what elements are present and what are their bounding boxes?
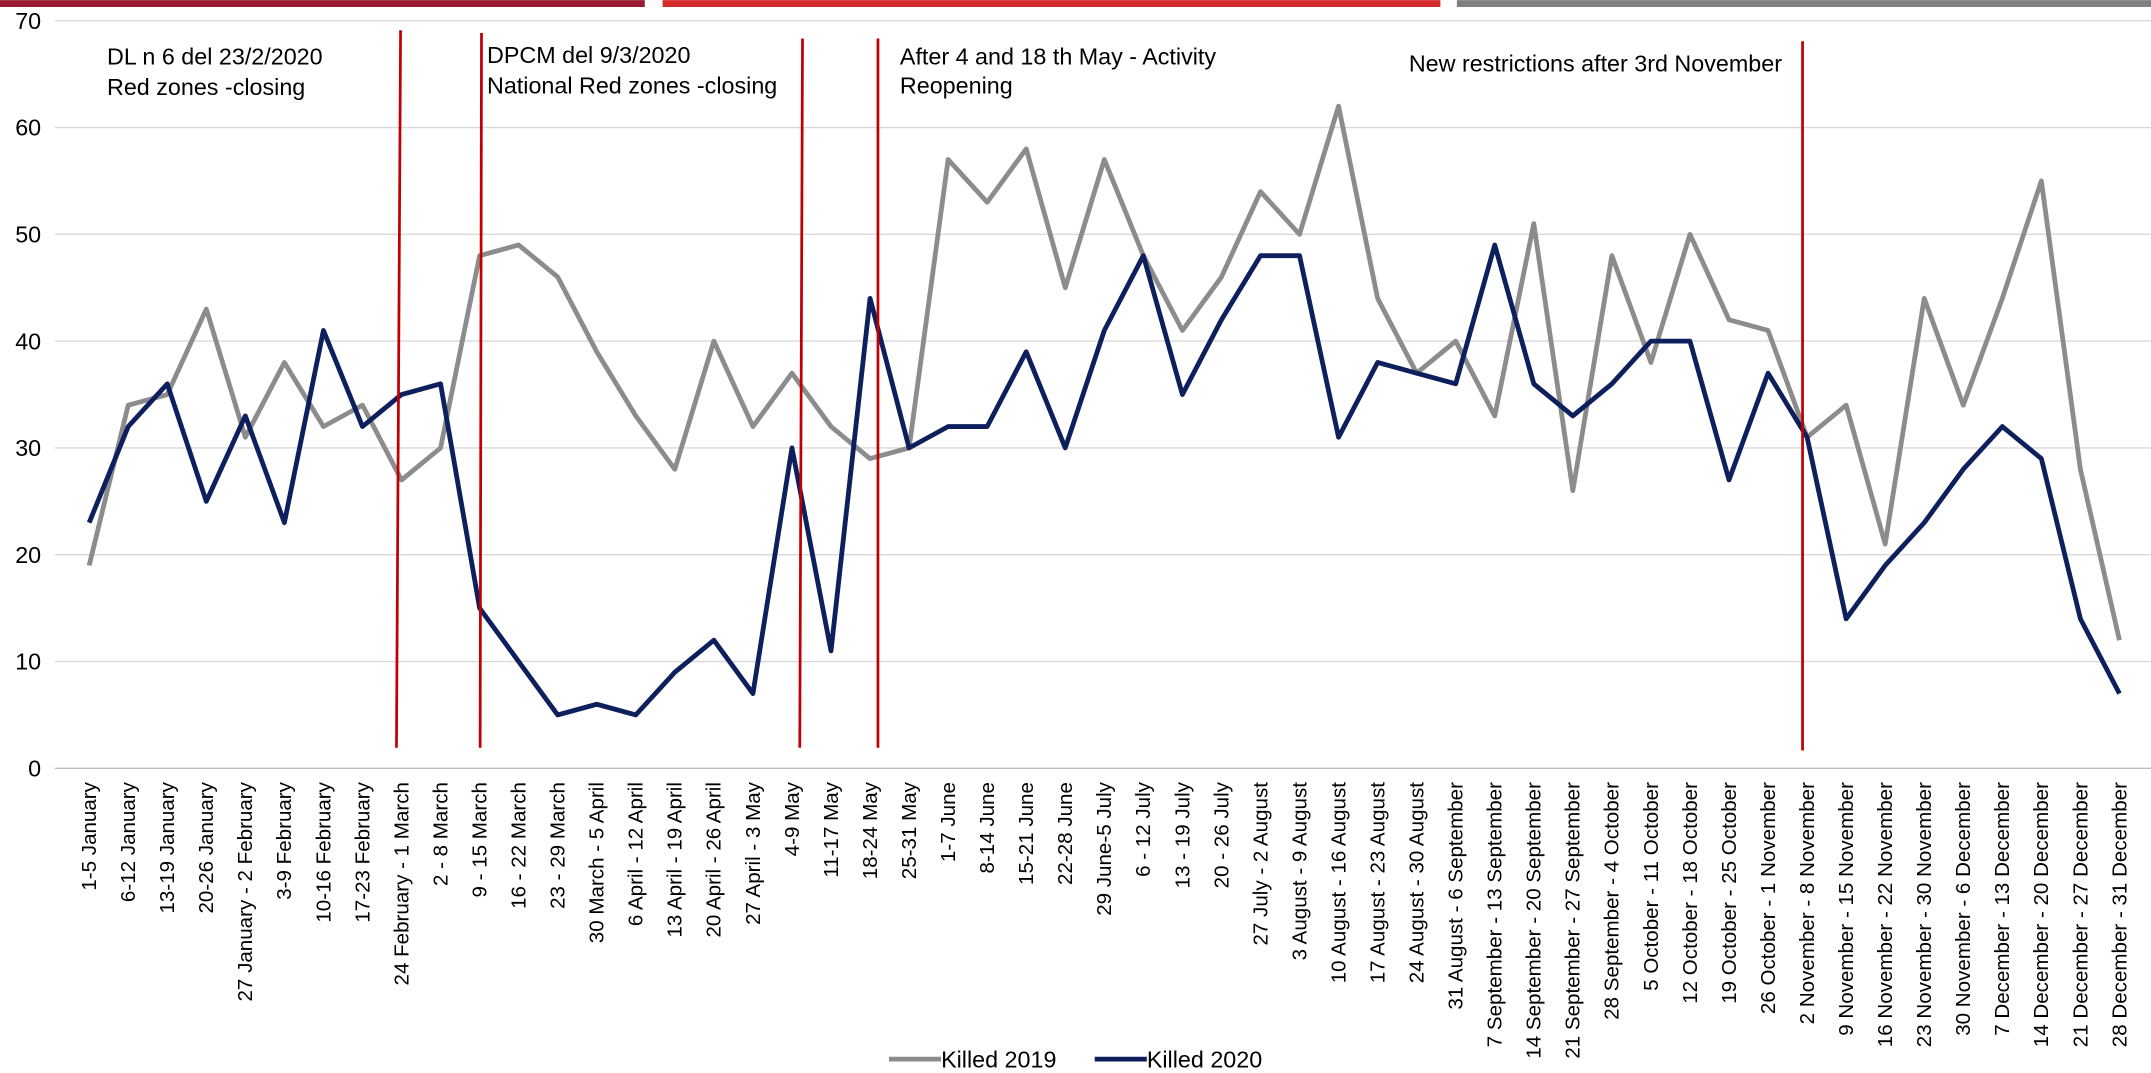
annotation: After 4 and 18 th May - Activity — [900, 44, 1216, 70]
x-tick-label: 1-5 January — [78, 781, 101, 890]
legend-label: Killed 2019 — [941, 1046, 1056, 1072]
x-tick-label: 27 July - 2 August — [1249, 782, 1272, 946]
x-tick-label: 6-12 January — [117, 781, 140, 902]
x-tick-label: 2 - 8 March — [429, 782, 452, 886]
annotation: National Red zones -closing — [487, 72, 777, 98]
y-tick-label: 20 — [15, 542, 41, 568]
x-tick-label: 28 September - 4 October — [1601, 782, 1624, 1020]
event-line — [798, 38, 804, 748]
event-lines — [395, 30, 1804, 751]
x-tick-label: 3-9 February — [273, 781, 296, 899]
x-tick-label: 27 January - 2 February — [234, 781, 257, 1001]
plot — [86, 103, 2122, 718]
x-tick-label: 16 - 22 March — [508, 782, 531, 909]
x-tick-label: 29 June-5 July — [1093, 781, 1116, 915]
x-tick-label: 13 - 19 July — [1171, 781, 1194, 888]
series-line — [86, 103, 2122, 641]
x-tick-label: 12 October - 18 October — [1679, 782, 1702, 1004]
x-tick-label: 20 April - 26 April — [703, 782, 726, 937]
x-tick-label: 4-9 May — [781, 781, 804, 856]
annotation: Red zones -closing — [107, 74, 305, 100]
x-tick-label: 20-26 January — [195, 781, 218, 913]
top-bar — [0, 0, 645, 7]
x-tick-label: 6 April - 12 April — [625, 782, 648, 926]
x-tick-label: 23 - 29 March — [547, 782, 570, 909]
x-tick-label: 30 November - 6 December — [1952, 782, 1975, 1036]
grid: 0 10 20 30 40 50 60 70 1-5 January 6-12 January 13… — [15, 8, 2151, 1059]
y-tick-label: 40 — [15, 328, 41, 354]
x-tick-label: 1-7 June — [937, 782, 960, 862]
x-tick-label: 2 November - 8 November — [1796, 782, 1819, 1024]
legend-label: Killed 2020 — [1147, 1046, 1262, 1072]
x-tick-label: 15-21 June — [1015, 782, 1038, 885]
annotation: Reopening — [900, 72, 1013, 98]
x-tick-label: 20 - 26 July — [1210, 781, 1233, 888]
x-tick-label: 13-19 January — [156, 781, 179, 913]
x-tick-label: 8-14 June — [976, 782, 999, 873]
x-tick-label: 21 December - 27 December — [2069, 782, 2092, 1047]
x-tick-label: 13 April - 19 April — [664, 782, 687, 937]
x-tick-label: 25-31 May — [898, 781, 921, 879]
annotation: DL n 6 del 23/2/2020 — [107, 44, 323, 70]
top-bar — [662, 0, 1441, 7]
x-tick-label: 24 February - 1 March — [390, 782, 413, 985]
x-tick-label: 18-24 May — [859, 781, 882, 879]
x-tick-label: 22-28 June — [1054, 782, 1077, 885]
top-bar — [1456, 0, 2151, 7]
y-tick-label: 50 — [15, 222, 41, 248]
x-tick-label: 10-16 February — [312, 781, 335, 922]
x-tick-label: 9 November - 15 November — [1835, 782, 1858, 1036]
x-tick-label: 19 October - 25 October — [1718, 782, 1741, 1004]
y-tick-label: 70 — [15, 8, 41, 34]
series-line — [86, 242, 2122, 718]
x-tick-label: 17 August - 23 August — [1366, 782, 1389, 983]
annotation: New restrictions after 3rd November — [1409, 50, 1782, 76]
x-tick-label: 17-23 February — [351, 781, 374, 922]
x-tick-label: 23 November - 30 November — [1913, 782, 1936, 1047]
x-tick-label: 28 December - 31 December — [2108, 782, 2131, 1047]
x-tick-label: 6 - 12 July — [1132, 781, 1155, 877]
x-tick-label: 26 October - 1 November — [1757, 782, 1780, 1014]
x-tick-label: 31 August - 6 September — [1445, 782, 1468, 1010]
legend: Killed 2019 Killed 2020 — [888, 1046, 1262, 1072]
x-tick-label: 10 August - 16 August — [1327, 782, 1350, 983]
event-line — [395, 30, 402, 748]
x-tick-label: 24 August - 30 August — [1406, 782, 1429, 983]
x-tick-label: 7 September - 13 September — [1484, 782, 1507, 1047]
x-tick-label: 3 August - 9 August — [1288, 782, 1311, 961]
y-tick-label: 0 — [28, 756, 41, 782]
x-tick-label: 21 September - 27 September — [1562, 782, 1585, 1059]
annotation: DPCM del 9/3/2020 — [487, 42, 690, 68]
y-tick-label: 10 — [15, 649, 41, 675]
x-tick-label: 11-17 May — [820, 781, 843, 877]
x-tick-label: 16 November - 22 November — [1874, 782, 1897, 1047]
x-tick-label: 5 October - 11 October — [1640, 782, 1663, 991]
event-line — [478, 33, 483, 748]
x-tick-label: 27 April - 3 May — [742, 781, 765, 925]
x-tick-label: 14 December - 20 December — [2030, 782, 2053, 1047]
x-tick-label: 9 - 15 March — [468, 782, 491, 897]
y-tick-label: 60 — [15, 115, 41, 141]
y-tick-label: 30 — [15, 435, 41, 461]
x-tick-label: 7 December - 13 December — [1991, 782, 2014, 1036]
x-tick-label: 30 March - 5 April — [586, 782, 609, 943]
x-tick-label: 14 September - 20 September — [1523, 782, 1546, 1059]
